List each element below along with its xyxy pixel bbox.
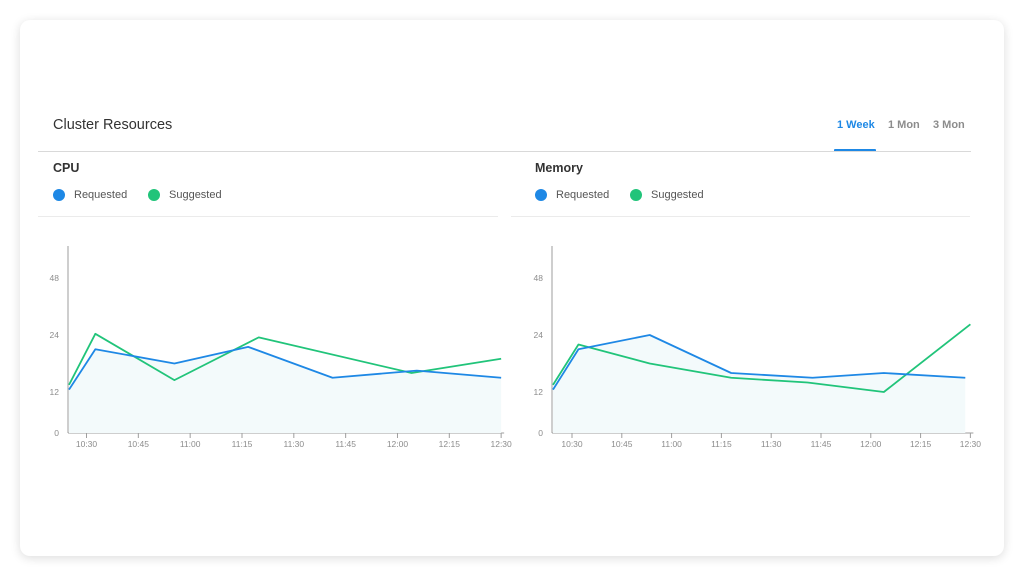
- x-tick-label: 11:00: [180, 439, 201, 449]
- x-tick-label: 11:45: [335, 439, 356, 449]
- tab-1-mon[interactable]: 1 Mon: [888, 119, 920, 131]
- requested-series-line: [68, 345, 502, 391]
- y-tick-label: 48: [50, 273, 60, 283]
- x-tick-label: 11:00: [661, 439, 682, 449]
- suggested-series-line: [552, 323, 971, 393]
- x-tick-label: 12:15: [439, 439, 461, 449]
- card-title: Cluster Resources: [53, 117, 173, 133]
- legend-label: Requested: [556, 189, 610, 201]
- x-tick-label: 10:45: [611, 439, 633, 449]
- memory-panel-title: Memory: [535, 161, 583, 175]
- cpu-legend: Requested Suggested: [53, 188, 253, 204]
- y-tick-label: 48: [534, 273, 544, 283]
- y-tick-label: 12: [50, 387, 60, 397]
- x-tick-label: 11:15: [711, 439, 732, 449]
- x-tick-label: 12:30: [490, 439, 512, 449]
- x-tick-label: 10:30: [561, 439, 583, 449]
- header-divider: [38, 151, 971, 152]
- requested-area: [553, 335, 966, 433]
- time-range-tabs: 1 Week 1 Mon 3 Mon: [0, 119, 1024, 159]
- x-tick-label: 12:00: [387, 439, 409, 449]
- legend-label: Suggested: [169, 189, 222, 201]
- requested-dot-icon: [535, 189, 547, 201]
- cpu-panel-divider: [38, 216, 498, 217]
- tab-1-week[interactable]: 1 Week: [837, 119, 875, 131]
- y-tick-label: 24: [50, 330, 60, 340]
- memory-legend: Requested Suggested: [535, 188, 735, 204]
- memory-panel-divider: [511, 216, 970, 217]
- x-tick-label: 12:00: [860, 439, 882, 449]
- requested-series-line: [552, 334, 966, 391]
- legend-label: Requested: [74, 189, 128, 201]
- cpu-panel-title: CPU: [53, 161, 80, 175]
- y-tick-label: 12: [534, 387, 544, 397]
- cluster-resources-card: [20, 20, 1004, 556]
- requested-area: [69, 346, 502, 433]
- x-tick-label: 10:45: [128, 439, 150, 449]
- x-tick-label: 11:45: [811, 439, 832, 449]
- y-tick-label: 24: [534, 330, 544, 340]
- requested-dot-icon: [53, 189, 65, 201]
- x-tick-label: 10:30: [76, 439, 98, 449]
- x-tick-label: 11:30: [283, 439, 304, 449]
- x-tick-label: 11:30: [761, 439, 782, 449]
- active-tab-indicator: [834, 149, 876, 152]
- y-tick-label: 0: [538, 428, 543, 438]
- tab-3-mon[interactable]: 3 Mon: [933, 119, 965, 131]
- suggested-dot-icon: [148, 189, 160, 201]
- x-tick-label: 12:15: [910, 439, 932, 449]
- x-tick-label: 12:30: [960, 439, 982, 449]
- x-tick-label: 11:15: [232, 439, 253, 449]
- y-tick-label: 0: [54, 428, 59, 438]
- legend-label: Suggested: [651, 189, 704, 201]
- suggested-dot-icon: [630, 189, 642, 201]
